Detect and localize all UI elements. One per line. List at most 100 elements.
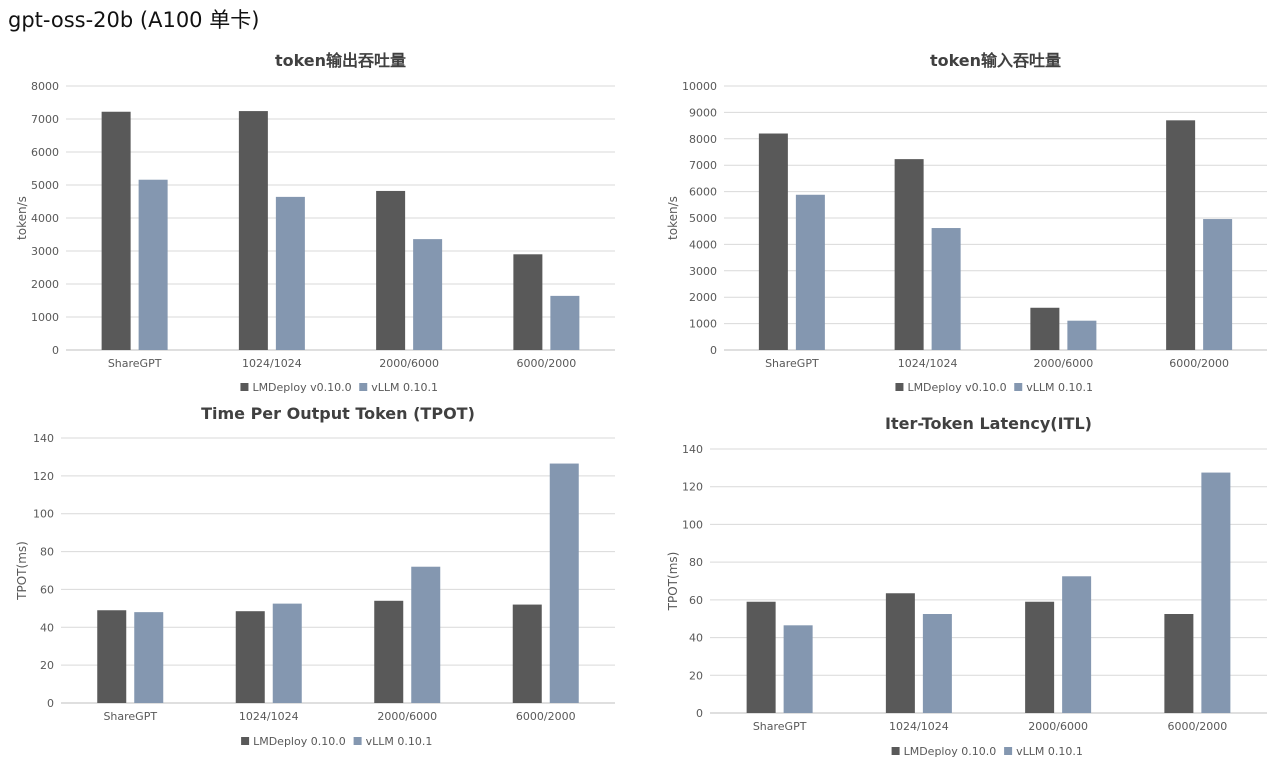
bar-series1-3 bbox=[1030, 307, 1060, 350]
bar-series2-3 bbox=[413, 239, 443, 350]
x-tick-label: 2000/6000 bbox=[377, 710, 437, 723]
bar-series1-1 bbox=[758, 133, 788, 350]
legend: LMDeploy 0.10.0 vLLM 0.10.1 bbox=[891, 745, 1083, 758]
chart-1: token输出吞吐量 0 1000 2000 3000 4000 5000 6000 7000 8… bbox=[15, 51, 615, 394]
bar-series1-4 bbox=[1164, 614, 1194, 713]
y-axis-label: token/s bbox=[15, 196, 29, 240]
bar-series1-2 bbox=[885, 593, 915, 713]
legend-swatch-series2 bbox=[359, 383, 368, 391]
y-tick-label: 0 bbox=[710, 344, 717, 357]
x-tick-label: 1024/1024 bbox=[889, 720, 949, 733]
chart-title: token输入吞吐量 bbox=[930, 51, 1061, 70]
y-tick-label: 5000 bbox=[689, 212, 717, 225]
y-tick-label: 20 bbox=[40, 659, 54, 672]
chart-2: token输入吞吐量 0 1000 2000 3000 4000 5000 6000 7000 8… bbox=[666, 51, 1267, 394]
x-tick-label: 1024/1024 bbox=[898, 357, 958, 370]
bar-series1-4 bbox=[1166, 120, 1196, 350]
bar-series1-1 bbox=[97, 610, 127, 703]
legend-label-series1: LMDeploy v0.10.0 bbox=[907, 381, 1006, 394]
y-tick-label: 140 bbox=[33, 432, 54, 445]
y-tick-label: 20 bbox=[689, 669, 703, 682]
legend: LMDeploy 0.10.0 vLLM 0.10.1 bbox=[241, 735, 432, 748]
x-tick-label: 6000/2000 bbox=[1169, 357, 1229, 370]
bar-series2-3 bbox=[1062, 576, 1092, 713]
chart-4: Iter-Token Latency(ITL) 0 20 40 60 80 100 120 14… bbox=[666, 414, 1267, 758]
x-tick-label: ShareGPT bbox=[753, 720, 807, 733]
y-tick-label: 8000 bbox=[689, 133, 717, 146]
x-tick-label: ShareGPT bbox=[108, 357, 162, 370]
y-tick-label: 7000 bbox=[689, 159, 717, 172]
y-tick-label: 60 bbox=[40, 583, 54, 596]
y-tick-label: 80 bbox=[40, 546, 54, 559]
bar-series1-3 bbox=[374, 600, 404, 703]
y-tick-label: 100 bbox=[33, 508, 54, 521]
bar-series2-3 bbox=[1067, 320, 1097, 350]
bar-series2-2 bbox=[931, 228, 961, 350]
y-tick-label: 100 bbox=[682, 518, 703, 531]
y-tick-label: 10000 bbox=[682, 80, 717, 93]
legend-label-series1: LMDeploy v0.10.0 bbox=[252, 381, 351, 394]
y-axis-label: TPOT(ms) bbox=[15, 541, 29, 601]
y-tick-label: 1000 bbox=[689, 318, 717, 331]
legend-label-series2: vLLM 0.10.1 bbox=[371, 381, 438, 394]
bar-series2-1 bbox=[134, 612, 164, 703]
y-tick-label: 140 bbox=[682, 443, 703, 456]
bar-series2-3 bbox=[411, 566, 441, 703]
y-tick-label: 40 bbox=[40, 621, 54, 634]
y-tick-label: 80 bbox=[689, 556, 703, 569]
bar-series1-2 bbox=[894, 159, 924, 350]
y-tick-label: 60 bbox=[689, 594, 703, 607]
y-tick-label: 3000 bbox=[689, 265, 717, 278]
legend: LMDeploy v0.10.0 vLLM 0.10.1 bbox=[895, 381, 1093, 394]
y-tick-label: 8000 bbox=[31, 80, 59, 93]
y-tick-label: 7000 bbox=[31, 113, 59, 126]
legend-label-series2: vLLM 0.10.1 bbox=[1026, 381, 1093, 394]
x-tick-label: 1024/1024 bbox=[242, 357, 302, 370]
legend-swatch-series1 bbox=[241, 737, 250, 745]
x-tick-label: ShareGPT bbox=[103, 710, 157, 723]
chart-title: Iter-Token Latency(ITL) bbox=[885, 414, 1092, 433]
y-tick-label: 1000 bbox=[31, 311, 59, 324]
bar-series2-2 bbox=[272, 603, 302, 703]
x-tick-label: 6000/2000 bbox=[1168, 720, 1228, 733]
bar-series1-3 bbox=[1025, 601, 1055, 713]
y-tick-label: 2000 bbox=[31, 278, 59, 291]
bar-series1-4 bbox=[512, 604, 542, 703]
y-tick-label: 6000 bbox=[31, 146, 59, 159]
y-tick-label: 120 bbox=[33, 470, 54, 483]
y-tick-label: 3000 bbox=[31, 245, 59, 258]
bar-series2-4 bbox=[549, 463, 579, 703]
legend-swatch-series1 bbox=[891, 747, 900, 755]
legend-label-series1: LMDeploy 0.10.0 bbox=[904, 745, 997, 758]
y-tick-label: 4000 bbox=[31, 212, 59, 225]
chart-3: Time Per Output Token (TPOT) 0 20 40 60 80 100… bbox=[15, 404, 615, 748]
bar-series2-1 bbox=[783, 625, 813, 713]
page-title: gpt-oss-20b (A100 单卡) bbox=[8, 8, 260, 32]
x-tick-label: 2000/6000 bbox=[1028, 720, 1088, 733]
bar-series2-1 bbox=[138, 179, 168, 350]
y-tick-label: 0 bbox=[696, 707, 703, 720]
bar-series1-1 bbox=[746, 601, 776, 713]
y-tick-label: 5000 bbox=[31, 179, 59, 192]
bar-series2-2 bbox=[275, 196, 305, 350]
x-tick-label: 6000/2000 bbox=[516, 710, 576, 723]
bar-series1-1 bbox=[101, 111, 131, 351]
y-tick-label: 4000 bbox=[689, 238, 717, 251]
y-tick-label: 40 bbox=[689, 632, 703, 645]
y-tick-label: 2000 bbox=[689, 291, 717, 304]
legend-label-series2: vLLM 0.10.1 bbox=[1016, 745, 1083, 758]
bar-series2-1 bbox=[795, 194, 825, 350]
x-tick-label: 6000/2000 bbox=[517, 357, 577, 370]
y-tick-label: 0 bbox=[47, 697, 54, 710]
legend-swatch-series2 bbox=[1004, 747, 1013, 755]
legend-label-series2: vLLM 0.10.1 bbox=[366, 735, 433, 748]
bar-series2-4 bbox=[550, 295, 580, 350]
legend-label-series1: LMDeploy 0.10.0 bbox=[253, 735, 346, 748]
bar-series1-4 bbox=[513, 254, 543, 350]
bar-series1-2 bbox=[235, 611, 265, 703]
x-tick-label: 2000/6000 bbox=[1034, 357, 1094, 370]
chart-title: Time Per Output Token (TPOT) bbox=[201, 404, 475, 423]
bar-series2-4 bbox=[1201, 472, 1231, 713]
bar-series2-4 bbox=[1203, 219, 1233, 350]
